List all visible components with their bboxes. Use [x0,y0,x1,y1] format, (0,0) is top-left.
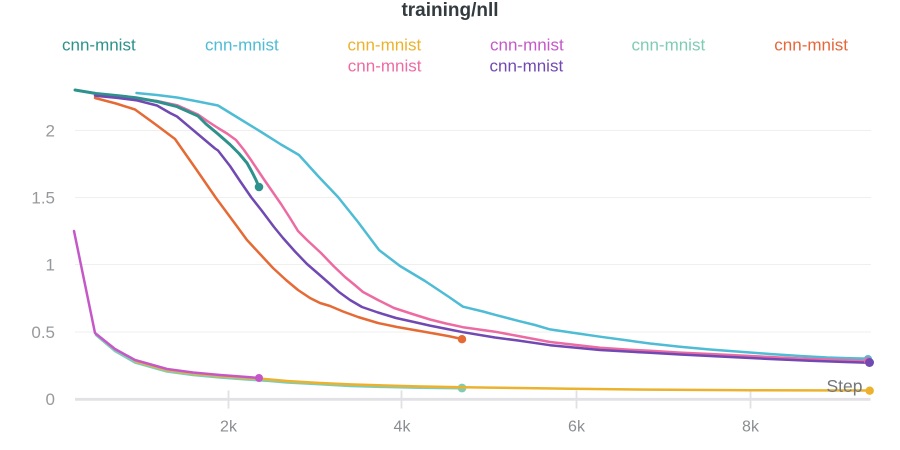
svg-text:1: 1 [46,256,55,275]
svg-text:8k: 8k [742,419,760,436]
svg-text:4k: 4k [394,419,412,436]
svg-text:0: 0 [46,390,55,409]
svg-text:cnn-mnist: cnn-mnist [774,36,848,55]
svg-text:1.5: 1.5 [31,189,55,208]
svg-text:cnn-mnist: cnn-mnist [490,36,564,55]
svg-text:cnn-mnist: cnn-mnist [348,57,422,76]
svg-text:cnn-mnist: cnn-mnist [348,36,422,55]
svg-text:cnn-mnist: cnn-mnist [632,36,706,55]
svg-text:cnn-mnist: cnn-mnist [490,57,564,76]
svg-text:training/nll: training/nll [401,0,498,21]
svg-text:6k: 6k [568,419,586,436]
svg-text:2k: 2k [220,419,238,436]
svg-text:Step: Step [827,376,863,396]
svg-text:2: 2 [46,122,55,141]
svg-text:0.5: 0.5 [31,323,55,342]
svg-text:cnn-mnist: cnn-mnist [62,36,136,55]
svg-text:cnn-mnist: cnn-mnist [205,36,279,55]
